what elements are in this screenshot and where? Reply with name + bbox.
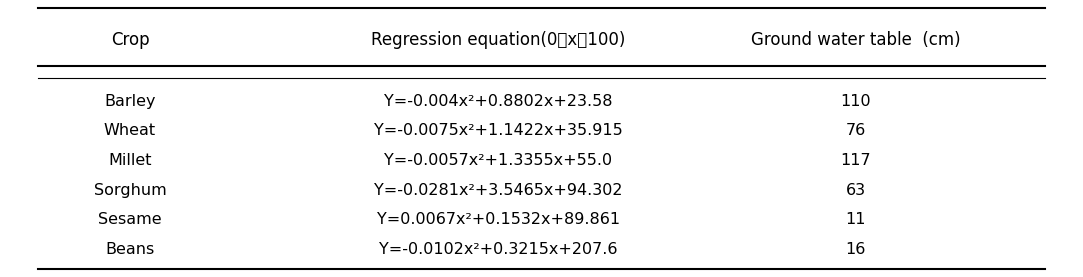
Text: 11: 11 bbox=[846, 212, 865, 227]
Text: 110: 110 bbox=[840, 94, 871, 109]
Text: 16: 16 bbox=[846, 242, 865, 257]
Text: 76: 76 bbox=[846, 123, 865, 138]
Text: Y=-0.0075x²+1.1422x+35.915: Y=-0.0075x²+1.1422x+35.915 bbox=[374, 123, 623, 138]
Text: Beans: Beans bbox=[105, 242, 155, 257]
Text: Barley: Barley bbox=[104, 94, 156, 109]
Text: Y=-0.0057x²+1.3355x+55.0: Y=-0.0057x²+1.3355x+55.0 bbox=[384, 153, 612, 168]
Text: Sorghum: Sorghum bbox=[93, 183, 167, 198]
Text: Wheat: Wheat bbox=[104, 123, 156, 138]
Text: Y=-0.004x²+0.8802x+23.58: Y=-0.004x²+0.8802x+23.58 bbox=[384, 94, 612, 109]
Text: 63: 63 bbox=[846, 183, 865, 198]
Text: Regression equation(0〈x〈100): Regression equation(0〈x〈100) bbox=[371, 31, 625, 49]
Text: Sesame: Sesame bbox=[99, 212, 161, 227]
Text: Ground water table  (cm): Ground water table (cm) bbox=[751, 31, 961, 49]
Text: Y=0.0067x²+0.1532x+89.861: Y=0.0067x²+0.1532x+89.861 bbox=[377, 212, 619, 227]
Text: Y=-0.0102x²+0.3215x+207.6: Y=-0.0102x²+0.3215x+207.6 bbox=[379, 242, 617, 257]
Text: 117: 117 bbox=[840, 153, 871, 168]
Text: Y=-0.0281x²+3.5465x+94.302: Y=-0.0281x²+3.5465x+94.302 bbox=[374, 183, 623, 198]
Text: Crop: Crop bbox=[110, 31, 149, 49]
Text: Millet: Millet bbox=[108, 153, 152, 168]
